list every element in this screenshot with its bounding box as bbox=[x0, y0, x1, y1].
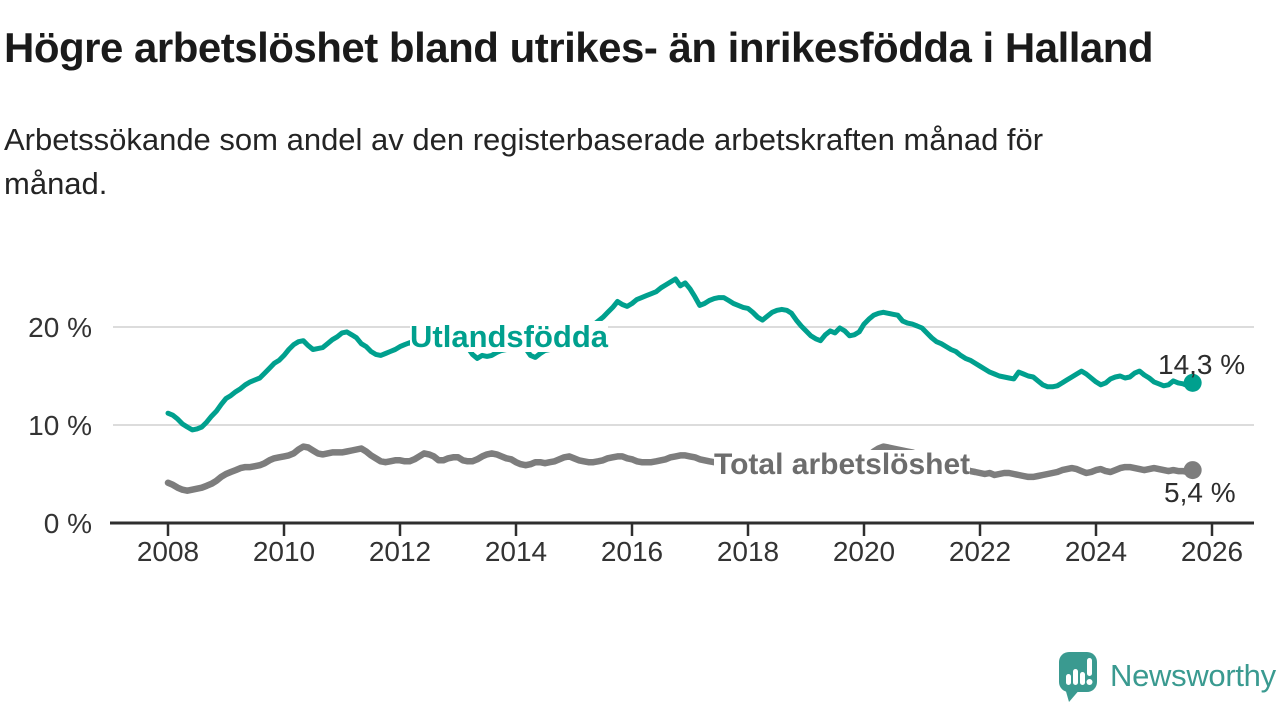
y-tick-label: 0 % bbox=[44, 508, 92, 539]
series-label-utlandsfodda: Utlandsfödda bbox=[410, 319, 609, 354]
x-tick-label: 2014 bbox=[485, 536, 547, 567]
series-end-dot-1 bbox=[1183, 461, 1202, 480]
series-end-dot-0 bbox=[1183, 373, 1202, 392]
x-tick-label: 2026 bbox=[1181, 536, 1243, 567]
page-title: Högre arbetslöshet bland utrikes- än inr… bbox=[4, 24, 1154, 71]
y-tick-label: 10 % bbox=[28, 410, 92, 441]
x-axis bbox=[110, 521, 1254, 536]
x-tick-label: 2022 bbox=[949, 536, 1011, 567]
axis-tick-labels: 0 % 10 % 20 % 2008 2010 2012 2014 2016 2018 2020 2… bbox=[28, 312, 1243, 567]
y-tick-label: 20 % bbox=[28, 312, 92, 343]
series-lines bbox=[164, 276, 1202, 494]
x-tick-label: 2024 bbox=[1065, 536, 1127, 567]
x-tick-label: 2020 bbox=[833, 536, 895, 567]
chart-subtitle: Arbetssökande som andel av den registerb… bbox=[4, 122, 1044, 201]
newsworthy-bubble-icon bbox=[1059, 652, 1097, 702]
x-tick-label: 2010 bbox=[253, 536, 315, 567]
gridlines bbox=[113, 326, 1254, 426]
series-line-1 bbox=[164, 443, 1196, 494]
series-line-0 bbox=[165, 276, 1196, 433]
end-value-label-total: 5,4 % bbox=[1164, 477, 1236, 508]
series-label-total-arbetsloshet: Total arbetslöshet bbox=[714, 448, 971, 481]
newsworthy-logo: Newsworthy bbox=[1056, 650, 1276, 702]
x-tick-label: 2016 bbox=[601, 536, 663, 567]
newsworthy-wordmark: Newsworthy bbox=[1110, 658, 1276, 693]
x-tick-label: 2018 bbox=[717, 536, 779, 567]
x-tick-label: 2012 bbox=[369, 536, 431, 567]
end-value-label-utlandsfodda: 14,3 % bbox=[1158, 349, 1246, 380]
x-tick-label: 2008 bbox=[137, 536, 199, 567]
